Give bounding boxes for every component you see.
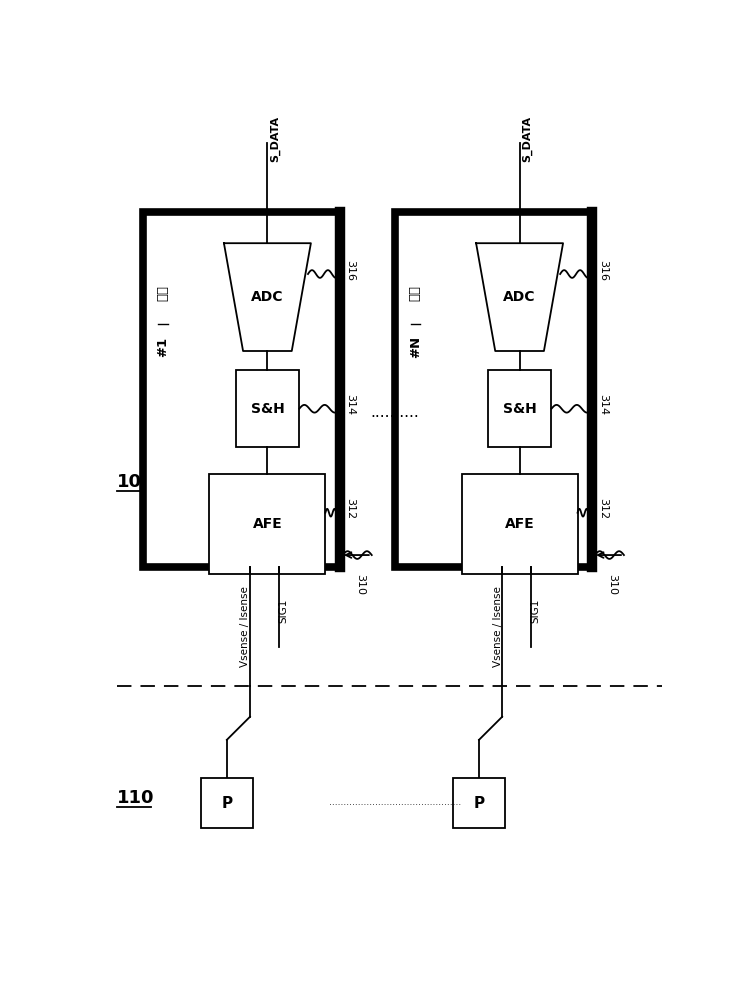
Text: 314: 314	[598, 394, 608, 415]
Text: SIG1: SIG1	[279, 599, 289, 623]
Text: ..............................................: ........................................…	[329, 798, 461, 807]
Text: ADC: ADC	[503, 290, 536, 304]
Polygon shape	[476, 243, 563, 351]
Text: S&H: S&H	[503, 402, 536, 416]
Bar	[200, 778, 253, 828]
Text: 312: 312	[598, 498, 608, 519]
Text: AFE: AFE	[505, 517, 535, 531]
Text: 310: 310	[607, 574, 617, 595]
Text: 310: 310	[355, 574, 365, 595]
Text: #N: #N	[408, 336, 422, 358]
Text: 312: 312	[346, 498, 355, 519]
Text: S_DATA: S_DATA	[522, 116, 533, 162]
Text: S_DATA: S_DATA	[270, 116, 280, 162]
Text: 316: 316	[346, 260, 355, 281]
Text: #1: #1	[156, 337, 170, 357]
Text: 110: 110	[117, 789, 154, 807]
Bar	[488, 370, 551, 447]
Text: SIG1: SIG1	[531, 599, 541, 623]
Text: S&H: S&H	[251, 402, 284, 416]
Text: 314: 314	[346, 394, 355, 415]
Text: ADC: ADC	[251, 290, 283, 304]
Bar	[462, 474, 577, 574]
Bar	[236, 370, 299, 447]
Text: 通道: 通道	[408, 285, 422, 301]
Text: 通道: 通道	[156, 285, 170, 301]
Text: 10: 10	[117, 473, 141, 491]
Bar	[143, 212, 340, 567]
Text: Vsense / Isense: Vsense / Isense	[492, 586, 503, 667]
Polygon shape	[224, 243, 311, 351]
Bar	[453, 778, 505, 828]
Text: Vsense / Isense: Vsense / Isense	[240, 586, 251, 667]
Bar	[395, 212, 592, 567]
Text: P: P	[221, 796, 233, 811]
Text: P: P	[473, 796, 485, 811]
Text: AFE: AFE	[253, 517, 282, 531]
Text: ..........: ..........	[370, 405, 420, 420]
Text: 316: 316	[598, 260, 608, 281]
Bar	[209, 474, 325, 574]
